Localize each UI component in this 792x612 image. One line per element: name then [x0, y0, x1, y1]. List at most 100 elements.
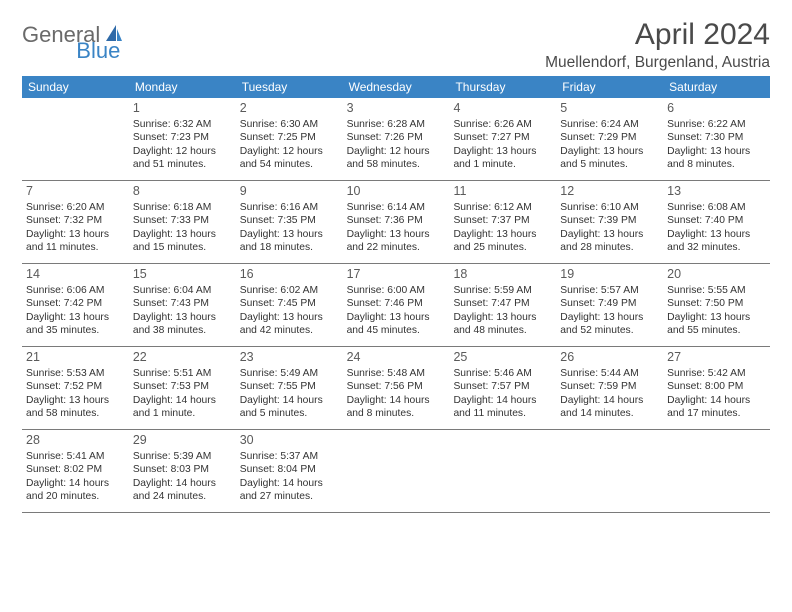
day-sunset: Sunset: 7:43 PM: [133, 297, 232, 311]
day-daylight2: and 42 minutes.: [240, 324, 339, 338]
day-sunrise: Sunrise: 6:22 AM: [667, 118, 766, 132]
day-sunset: Sunset: 7:47 PM: [453, 297, 552, 311]
day-sunrise: Sunrise: 6:14 AM: [347, 201, 446, 215]
day-sunrise: Sunrise: 5:55 AM: [667, 284, 766, 298]
logo-text-blue: Blue: [76, 38, 120, 64]
day-number: 28: [26, 432, 125, 449]
week-row: 1Sunrise: 6:32 AMSunset: 7:23 PMDaylight…: [22, 98, 770, 181]
day-sunset: Sunset: 7:37 PM: [453, 214, 552, 228]
day-sunset: Sunset: 7:29 PM: [560, 131, 659, 145]
day-daylight1: Daylight: 14 hours: [667, 394, 766, 408]
week-row: 28Sunrise: 5:41 AMSunset: 8:02 PMDayligh…: [22, 430, 770, 513]
day-cell: 20Sunrise: 5:55 AMSunset: 7:50 PMDayligh…: [663, 264, 770, 346]
day-sunset: Sunset: 7:33 PM: [133, 214, 232, 228]
day-number: 22: [133, 349, 232, 366]
day-cell: 10Sunrise: 6:14 AMSunset: 7:36 PMDayligh…: [343, 181, 450, 263]
day-daylight1: Daylight: 13 hours: [26, 228, 125, 242]
day-number: 30: [240, 432, 339, 449]
day-sunset: Sunset: 7:39 PM: [560, 214, 659, 228]
day-cell: 8Sunrise: 6:18 AMSunset: 7:33 PMDaylight…: [129, 181, 236, 263]
day-number: 16: [240, 266, 339, 283]
day-sunset: Sunset: 7:26 PM: [347, 131, 446, 145]
day-sunrise: Sunrise: 5:59 AM: [453, 284, 552, 298]
day-daylight2: and 48 minutes.: [453, 324, 552, 338]
day-daylight2: and 54 minutes.: [240, 158, 339, 172]
day-cell: 16Sunrise: 6:02 AMSunset: 7:45 PMDayligh…: [236, 264, 343, 346]
day-number: 7: [26, 183, 125, 200]
day-sunrise: Sunrise: 6:10 AM: [560, 201, 659, 215]
day-sunrise: Sunrise: 5:46 AM: [453, 367, 552, 381]
day-header-wed: Wednesday: [343, 76, 450, 98]
day-sunset: Sunset: 7:27 PM: [453, 131, 552, 145]
day-number: 25: [453, 349, 552, 366]
day-number: 10: [347, 183, 446, 200]
day-number: 29: [133, 432, 232, 449]
day-number: 14: [26, 266, 125, 283]
day-sunrise: Sunrise: 6:04 AM: [133, 284, 232, 298]
day-sunset: Sunset: 7:36 PM: [347, 214, 446, 228]
calendar: Sunday Monday Tuesday Wednesday Thursday…: [22, 76, 770, 513]
day-sunrise: Sunrise: 6:32 AM: [133, 118, 232, 132]
day-sunrise: Sunrise: 6:18 AM: [133, 201, 232, 215]
day-daylight1: Daylight: 13 hours: [453, 311, 552, 325]
day-cell: 27Sunrise: 5:42 AMSunset: 8:00 PMDayligh…: [663, 347, 770, 429]
day-cell: 1Sunrise: 6:32 AMSunset: 7:23 PMDaylight…: [129, 98, 236, 180]
day-daylight2: and 11 minutes.: [453, 407, 552, 421]
day-number: 12: [560, 183, 659, 200]
day-number: 19: [560, 266, 659, 283]
month-title: April 2024: [545, 18, 770, 52]
day-cell: 7Sunrise: 6:20 AMSunset: 7:32 PMDaylight…: [22, 181, 129, 263]
day-daylight1: Daylight: 13 hours: [453, 145, 552, 159]
day-daylight1: Daylight: 12 hours: [133, 145, 232, 159]
day-sunrise: Sunrise: 5:49 AM: [240, 367, 339, 381]
day-daylight1: Daylight: 13 hours: [26, 394, 125, 408]
day-daylight1: Daylight: 13 hours: [240, 311, 339, 325]
day-daylight1: Daylight: 13 hours: [560, 228, 659, 242]
day-cell: [556, 430, 663, 512]
day-number: 4: [453, 100, 552, 117]
day-header-sat: Saturday: [663, 76, 770, 98]
day-sunrise: Sunrise: 6:28 AM: [347, 118, 446, 132]
day-daylight2: and 28 minutes.: [560, 241, 659, 255]
day-header-thu: Thursday: [449, 76, 556, 98]
day-daylight2: and 20 minutes.: [26, 490, 125, 504]
day-sunset: Sunset: 7:57 PM: [453, 380, 552, 394]
day-sunset: Sunset: 7:55 PM: [240, 380, 339, 394]
day-cell: 25Sunrise: 5:46 AMSunset: 7:57 PMDayligh…: [449, 347, 556, 429]
day-number: 8: [133, 183, 232, 200]
day-number: 9: [240, 183, 339, 200]
day-sunrise: Sunrise: 5:51 AM: [133, 367, 232, 381]
day-daylight1: Daylight: 14 hours: [133, 394, 232, 408]
day-daylight1: Daylight: 14 hours: [347, 394, 446, 408]
day-daylight1: Daylight: 14 hours: [560, 394, 659, 408]
day-number: 6: [667, 100, 766, 117]
day-daylight2: and 1 minute.: [453, 158, 552, 172]
week-row: 21Sunrise: 5:53 AMSunset: 7:52 PMDayligh…: [22, 347, 770, 430]
day-sunrise: Sunrise: 6:26 AM: [453, 118, 552, 132]
day-sunrise: Sunrise: 5:53 AM: [26, 367, 125, 381]
day-cell: 18Sunrise: 5:59 AMSunset: 7:47 PMDayligh…: [449, 264, 556, 346]
day-sunset: Sunset: 7:59 PM: [560, 380, 659, 394]
day-number: 18: [453, 266, 552, 283]
day-daylight2: and 35 minutes.: [26, 324, 125, 338]
day-cell: 9Sunrise: 6:16 AMSunset: 7:35 PMDaylight…: [236, 181, 343, 263]
day-cell: 24Sunrise: 5:48 AMSunset: 7:56 PMDayligh…: [343, 347, 450, 429]
day-daylight1: Daylight: 12 hours: [240, 145, 339, 159]
day-daylight2: and 58 minutes.: [347, 158, 446, 172]
day-daylight2: and 8 minutes.: [667, 158, 766, 172]
day-header-sun: Sunday: [22, 76, 129, 98]
day-number: 17: [347, 266, 446, 283]
day-cell: 14Sunrise: 6:06 AMSunset: 7:42 PMDayligh…: [22, 264, 129, 346]
logo: General Blue: [22, 18, 172, 48]
day-cell: 30Sunrise: 5:37 AMSunset: 8:04 PMDayligh…: [236, 430, 343, 512]
day-sunrise: Sunrise: 6:12 AM: [453, 201, 552, 215]
day-daylight2: and 24 minutes.: [133, 490, 232, 504]
day-daylight1: Daylight: 13 hours: [560, 311, 659, 325]
day-daylight2: and 5 minutes.: [240, 407, 339, 421]
day-sunrise: Sunrise: 6:16 AM: [240, 201, 339, 215]
day-number: 24: [347, 349, 446, 366]
day-cell: 15Sunrise: 6:04 AMSunset: 7:43 PMDayligh…: [129, 264, 236, 346]
day-sunrise: Sunrise: 5:37 AM: [240, 450, 339, 464]
day-daylight2: and 45 minutes.: [347, 324, 446, 338]
day-number: 21: [26, 349, 125, 366]
